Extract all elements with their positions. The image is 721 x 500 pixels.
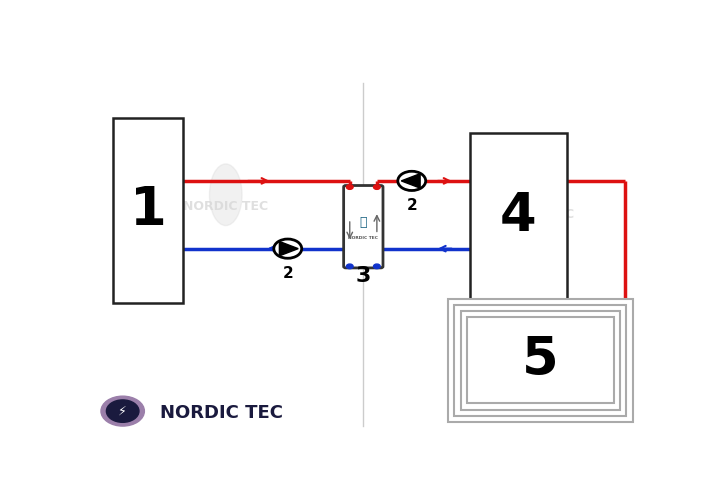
Text: 4: 4 [500,190,536,242]
Text: 2: 2 [407,198,417,213]
Text: 💧: 💧 [360,216,367,230]
Text: NORDIC TEC: NORDIC TEC [160,404,283,422]
Text: NORDIC TEC: NORDIC TEC [348,236,379,240]
Circle shape [373,264,380,268]
Circle shape [274,239,301,258]
Circle shape [398,172,425,190]
Polygon shape [279,242,298,256]
Text: 5: 5 [522,334,559,386]
Ellipse shape [210,164,242,226]
Text: 3: 3 [355,266,371,285]
Circle shape [107,400,139,422]
Circle shape [101,396,144,426]
Text: ⚡: ⚡ [118,404,127,417]
Bar [466,317,614,404]
Text: NORDIC TEC: NORDIC TEC [183,200,268,213]
Bar [454,305,627,416]
Bar [470,133,567,298]
Text: 1: 1 [130,184,167,236]
Text: NORDIC TEC: NORDIC TEC [490,208,575,220]
Circle shape [346,184,353,190]
Polygon shape [402,174,420,188]
Circle shape [346,264,353,268]
Bar [461,311,620,410]
Bar [113,118,183,302]
Bar [448,298,632,422]
Text: 2: 2 [283,266,293,281]
Ellipse shape [509,164,547,233]
FancyBboxPatch shape [344,186,383,268]
Circle shape [373,184,380,190]
